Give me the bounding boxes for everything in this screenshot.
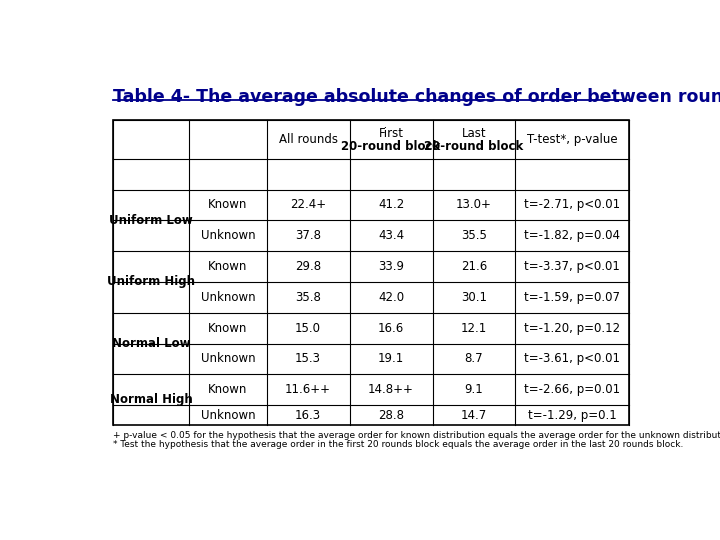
Text: 20-round block: 20-round block xyxy=(341,140,441,153)
Text: 42.0: 42.0 xyxy=(378,291,404,304)
Text: First: First xyxy=(379,127,404,140)
Text: Unknown: Unknown xyxy=(201,353,256,366)
Text: t=-1.20, p=0.12: t=-1.20, p=0.12 xyxy=(524,322,620,335)
Text: t=-2.66, p=0.01: t=-2.66, p=0.01 xyxy=(524,383,620,396)
Text: Normal High: Normal High xyxy=(110,393,193,406)
Text: Last: Last xyxy=(462,127,486,140)
Text: 29.8: 29.8 xyxy=(295,260,321,273)
Text: t=-1.59, p=0.07: t=-1.59, p=0.07 xyxy=(524,291,620,304)
Text: Uniform High: Uniform High xyxy=(107,275,195,288)
Text: 15.0: 15.0 xyxy=(295,322,321,335)
Text: 15.3: 15.3 xyxy=(295,353,321,366)
Text: Known: Known xyxy=(208,383,248,396)
Text: 9.1: 9.1 xyxy=(464,383,483,396)
Text: 43.4: 43.4 xyxy=(378,230,404,242)
Text: t=-3.61, p<0.01: t=-3.61, p<0.01 xyxy=(524,353,620,366)
Text: 8.7: 8.7 xyxy=(464,353,483,366)
Text: Unknown: Unknown xyxy=(201,409,256,422)
Text: 28.8: 28.8 xyxy=(378,409,404,422)
Text: 12.1: 12.1 xyxy=(461,322,487,335)
Text: 21.6: 21.6 xyxy=(461,260,487,273)
Text: + p-value < 0.05 for the hypothesis that the average order for known distributio: + p-value < 0.05 for the hypothesis that… xyxy=(113,430,720,440)
Text: t=-1.82, p=0.04: t=-1.82, p=0.04 xyxy=(524,230,620,242)
Text: t=-2.71, p<0.01: t=-2.71, p<0.01 xyxy=(524,198,620,212)
Text: 20-round block: 20-round block xyxy=(424,140,523,153)
Text: Known: Known xyxy=(208,322,248,335)
Text: 41.2: 41.2 xyxy=(378,198,404,212)
Text: Table 4- The average absolute changes of order between rounds: Table 4- The average absolute changes of… xyxy=(113,88,720,106)
Text: T-test*, p-value: T-test*, p-value xyxy=(527,133,617,146)
Text: 14.7: 14.7 xyxy=(461,409,487,422)
Text: All rounds: All rounds xyxy=(279,133,338,146)
Text: 37.8: 37.8 xyxy=(295,230,321,242)
Text: 19.1: 19.1 xyxy=(378,353,404,366)
Bar xyxy=(113,120,629,425)
Text: t=-1.29, p=0.1: t=-1.29, p=0.1 xyxy=(528,409,616,422)
Text: Normal Low: Normal Low xyxy=(112,337,191,350)
Text: 33.9: 33.9 xyxy=(378,260,404,273)
Text: 13.0+: 13.0+ xyxy=(456,198,492,212)
Text: Unknown: Unknown xyxy=(201,291,256,304)
Text: Known: Known xyxy=(208,198,248,212)
Text: * Test the hypothesis that the average order in the first 20 rounds block equals: * Test the hypothesis that the average o… xyxy=(113,440,683,449)
Text: Known: Known xyxy=(208,260,248,273)
Text: 16.3: 16.3 xyxy=(295,409,321,422)
Text: Unknown: Unknown xyxy=(201,230,256,242)
Text: 11.6++: 11.6++ xyxy=(285,383,331,396)
Text: 35.8: 35.8 xyxy=(295,291,321,304)
Text: 16.6: 16.6 xyxy=(378,322,404,335)
Text: 14.8++: 14.8++ xyxy=(368,383,414,396)
Text: 35.5: 35.5 xyxy=(461,230,487,242)
Text: 30.1: 30.1 xyxy=(461,291,487,304)
Text: t=-3.37, p<0.01: t=-3.37, p<0.01 xyxy=(524,260,620,273)
Text: 22.4+: 22.4+ xyxy=(290,198,326,212)
Text: Uniform Low: Uniform Low xyxy=(109,214,193,227)
